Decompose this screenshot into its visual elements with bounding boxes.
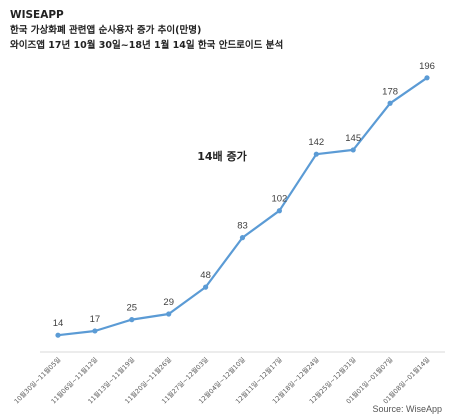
source-note: Source: WiseApp (372, 404, 442, 414)
chart-header: WISEAPP 한국 가상화폐 관련앱 순사용자 증가 추이(만명) 와이즈앱 … (10, 8, 330, 53)
data-point (166, 311, 172, 317)
data-point (203, 284, 209, 290)
data-point (387, 100, 393, 106)
data-label: 145 (345, 133, 361, 144)
data-point (313, 151, 319, 157)
data-label: 17 (90, 314, 101, 325)
data-point (239, 235, 246, 241)
growth-annotation: 14배 증가 (197, 149, 247, 163)
data-label: 48 (200, 270, 211, 281)
data-point (424, 75, 430, 81)
data-label: 178 (382, 86, 398, 97)
data-label: 102 (271, 194, 287, 205)
data-label: 14 (53, 318, 64, 329)
series-line (56, 76, 429, 337)
data-label: 25 (127, 303, 138, 314)
data-label: 83 (237, 221, 248, 232)
chart-subtitle: 와이즈앱 17년 10월 30일~18년 1월 14일 한국 안드로이드 분석 (10, 40, 284, 51)
data-label: 196 (419, 61, 435, 72)
data-point (350, 147, 356, 153)
brand-name: WISEAPP (10, 9, 64, 21)
data-label: 142 (308, 137, 324, 148)
chart-title: 한국 가상화폐 관련앱 순사용자 증가 추이(만명) (10, 25, 202, 36)
data-label: 29 (163, 297, 174, 308)
data-point (92, 328, 98, 334)
data-point (129, 317, 135, 323)
data-point (276, 208, 282, 214)
data-point (55, 332, 61, 338)
